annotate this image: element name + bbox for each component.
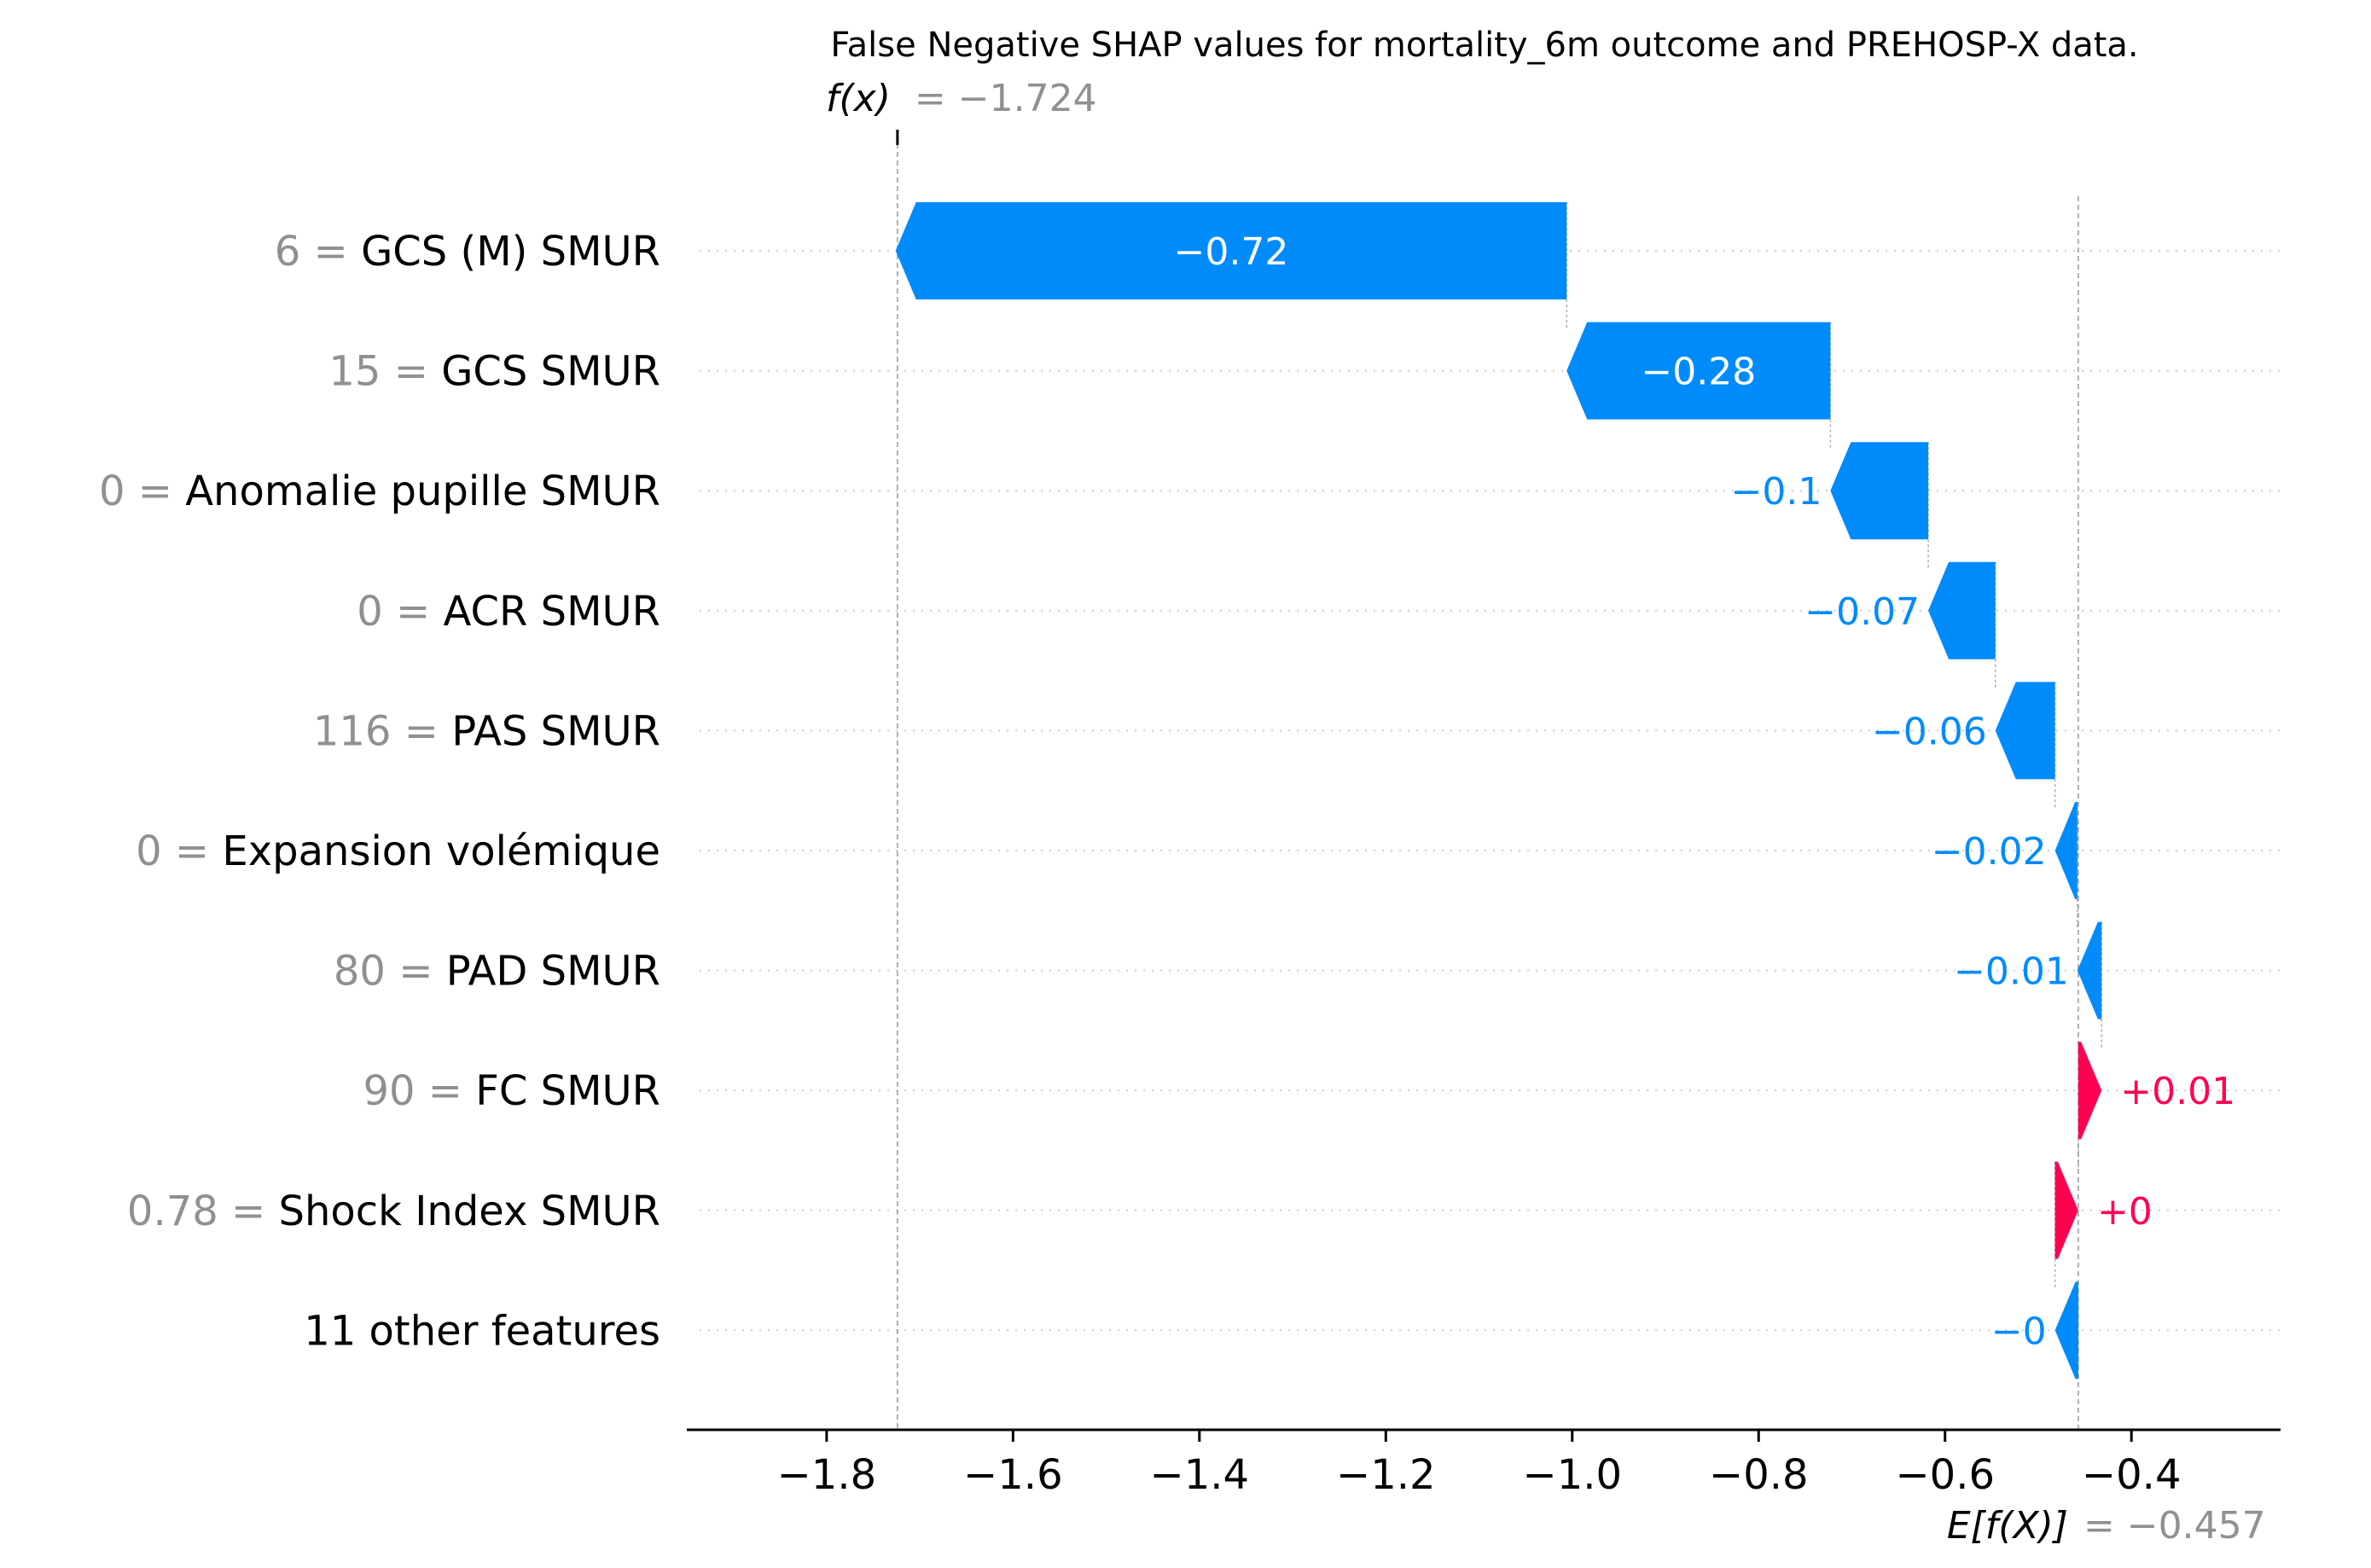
feature-row: 90 = FC SMUR — [363, 1067, 2281, 1115]
feature-row: 80 = PAD SMUR — [334, 948, 2281, 996]
feature-value: 0 = — [99, 467, 185, 515]
feature-row: 0 = Anomalie pupille SMUR — [99, 467, 2281, 515]
base-value-text: = −0.457 — [2083, 1504, 2266, 1548]
shap-bar — [895, 202, 1567, 299]
chart-title: False Negative SHAP values for mortality… — [830, 26, 2138, 65]
feature-value: 15 = — [328, 348, 441, 396]
shap-bar — [1566, 322, 1831, 420]
feature-label: 116 = PAS SMUR — [313, 707, 660, 755]
x-tick-label: −1.0 — [1522, 1451, 1622, 1499]
feature-row: 6 = GCS (M) SMUR — [275, 228, 2281, 276]
base-value-label: E[f(X)] — [1947, 1504, 2068, 1548]
bar-value-label: −0.01 — [1954, 950, 2069, 994]
x-tick-label: −1.2 — [1336, 1451, 1436, 1499]
bar-value-label: −0.1 — [1731, 470, 1822, 514]
feature-row: 0 = ACR SMUR — [357, 588, 2281, 636]
bar-value-label: −0.28 — [1641, 351, 1756, 394]
bar-value-label: −0.72 — [1174, 230, 1289, 274]
feature-value: 0 = — [136, 828, 222, 875]
feature-label: 11 other features — [304, 1307, 660, 1355]
feature-label: 6 = GCS (M) SMUR — [275, 228, 660, 276]
feature-row: 0 = Expansion volémique — [136, 828, 2281, 875]
feature-label: 0 = Anomalie pupille SMUR — [99, 467, 660, 515]
feature-value: 116 = — [313, 707, 451, 755]
shap-bar — [2077, 921, 2102, 1019]
x-tick-label: −1.6 — [963, 1451, 1063, 1499]
rows-layer: 6 = GCS (M) SMUR 15 = GCS SMUR 0 = Anomali… — [99, 228, 2281, 1355]
feature-label: 0 = Expansion volémique — [136, 828, 660, 875]
feature-name: FC SMUR — [475, 1067, 660, 1115]
feature-label: 0 = ACR SMUR — [357, 588, 660, 636]
shap-bar — [2078, 1042, 2102, 1140]
reference-lines — [897, 135, 2103, 1430]
feature-label: 90 = FC SMUR — [363, 1067, 660, 1115]
shap-bar — [2054, 1281, 2078, 1379]
output-value-label: f(x) — [826, 77, 891, 120]
bars-layer: −0.72 −0.28 −0.1 −0.07 −0.06 −0.02 −0.01 +0.01 +… — [895, 202, 2235, 1379]
feature-name: Expansion volémique — [222, 828, 660, 875]
x-tick-label: −0.8 — [1709, 1451, 1809, 1499]
feature-value: 90 = — [363, 1067, 475, 1115]
feature-value: 6 = — [275, 228, 361, 276]
feature-label: 0.78 = Shock Index SMUR — [127, 1188, 660, 1235]
bar-value-label: +0.01 — [2120, 1070, 2235, 1113]
feature-row: 116 = PAS SMUR — [313, 707, 2281, 755]
feature-row: 15 = GCS SMUR — [328, 348, 2281, 396]
bar-value-label: −0.07 — [1804, 590, 1920, 634]
feature-name: Shock Index SMUR — [279, 1188, 660, 1235]
x-tick-label: −0.4 — [2082, 1451, 2182, 1499]
x-tick-label: −0.6 — [1895, 1451, 1995, 1499]
feature-value: 0.78 = — [127, 1188, 279, 1235]
shap-bar — [2054, 802, 2078, 899]
bar-value-label: −0 — [1991, 1310, 2047, 1353]
feature-name: 11 other features — [304, 1307, 660, 1355]
output-value-text: = −1.724 — [915, 77, 1097, 120]
feature-name: PAS SMUR — [451, 707, 660, 755]
bar-value-label: −0.02 — [1932, 830, 2047, 874]
feature-name: GCS SMUR — [441, 348, 660, 396]
feature-row: 0.78 = Shock Index SMUR — [127, 1188, 2281, 1235]
shap-bar — [1995, 682, 2055, 780]
feature-row: 11 other features — [304, 1307, 2281, 1355]
bar-value-label: −0.06 — [1872, 710, 1987, 753]
feature-value: 0 = — [357, 588, 443, 636]
x-axis-ticks: −1.8 −1.6 −1.4 −1.2 −1.0 −0.8 −0.6 −0.4 — [777, 1430, 2182, 1499]
feature-label: 80 = PAD SMUR — [334, 948, 660, 996]
feature-name: Anomalie pupille SMUR — [185, 467, 660, 515]
feature-name: GCS (M) SMUR — [361, 228, 660, 276]
feature-value: 80 = — [334, 948, 446, 996]
shap-bar — [1928, 561, 1996, 659]
x-tick-label: −1.8 — [777, 1451, 877, 1499]
feature-name: ACR SMUR — [444, 588, 660, 636]
shap-bar — [1830, 442, 1929, 540]
bar-value-label: +0 — [2097, 1190, 2153, 1234]
shap-bar — [2054, 1161, 2078, 1259]
feature-label: 15 = GCS SMUR — [328, 348, 660, 396]
x-tick-label: −1.4 — [1150, 1451, 1250, 1499]
feature-name: PAD SMUR — [446, 948, 660, 996]
